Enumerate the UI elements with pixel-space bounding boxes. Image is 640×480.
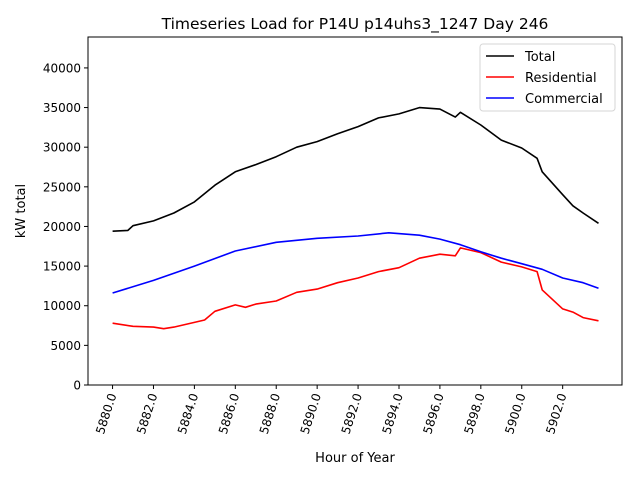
y-axis-label: kW total <box>14 184 29 238</box>
chart-title: Timeseries Load for P14U p14uhs3_1247 Da… <box>161 15 549 34</box>
y-tick-label: 15000 <box>43 260 81 274</box>
x-tick-label: 5880.0 <box>93 392 119 436</box>
legend-label-commercial: Commercial <box>525 92 603 107</box>
x-axis-label: Hour of Year <box>315 451 395 466</box>
legend-box <box>479 43 616 112</box>
series-line-residential <box>112 247 599 330</box>
x-tick-label: 5896.0 <box>420 392 446 436</box>
legend-label-total: Total <box>524 50 555 65</box>
x-tick-label: 5894.0 <box>380 392 406 436</box>
x-tick-label: 5898.0 <box>461 392 487 436</box>
x-tick-label: 5888.0 <box>257 392 283 436</box>
y-tick-label: 0 <box>73 379 81 393</box>
y-tick-label: 10000 <box>43 299 81 313</box>
y-tick-label: 25000 <box>43 180 81 194</box>
series-line-commercial <box>112 232 599 294</box>
legend-label-residential: Residential <box>525 71 597 86</box>
x-tick-label: 5882.0 <box>134 392 160 436</box>
y-tick-label: 35000 <box>43 101 81 115</box>
legend: Total Residential Commercial <box>479 43 616 112</box>
x-tick-label: 5892.0 <box>339 392 365 436</box>
x-tick-label: 5886.0 <box>216 392 242 436</box>
x-tick-label: 5900.0 <box>502 392 528 436</box>
y-tick-label: 30000 <box>43 141 81 155</box>
x-tick-label: 5890.0 <box>298 392 324 436</box>
x-tick-label: 5884.0 <box>175 392 201 436</box>
plot-frame <box>87 36 623 386</box>
x-tick-label: 5902.0 <box>543 392 569 436</box>
y-tick-label: 5000 <box>50 339 81 353</box>
y-tick-label: 40000 <box>43 61 81 75</box>
y-tick-label: 20000 <box>43 220 81 234</box>
series-layer <box>112 106 599 330</box>
series-line-total <box>112 106 599 232</box>
